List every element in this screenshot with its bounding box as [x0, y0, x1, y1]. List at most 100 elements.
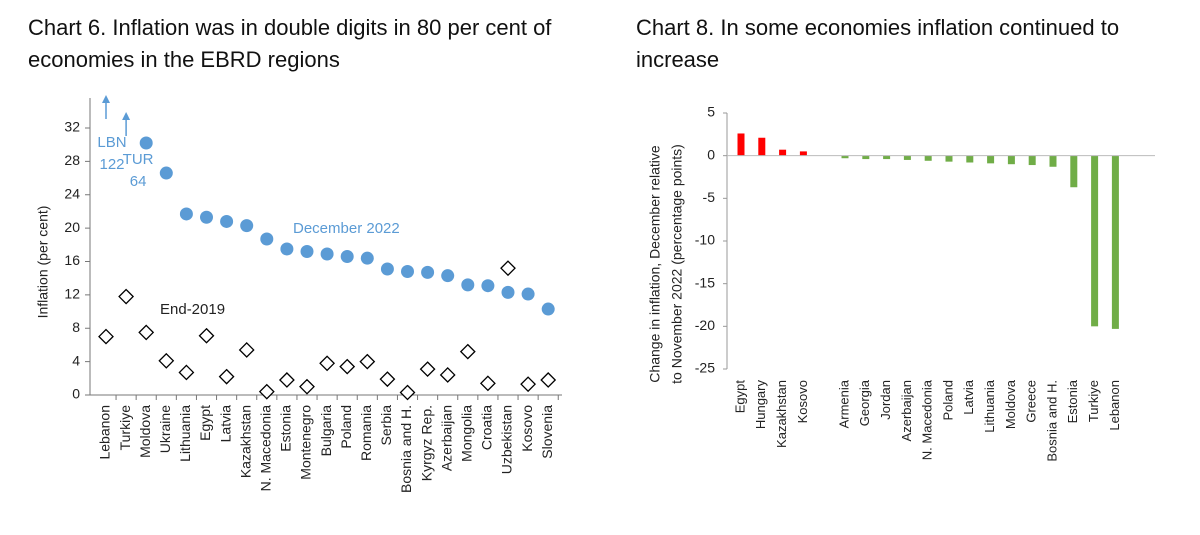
- dot: [401, 265, 414, 279]
- bar: [945, 155, 953, 162]
- annotation: TUR: [123, 151, 154, 168]
- y-tick-label: -25: [695, 360, 715, 376]
- x-tick-label: Georgia: [857, 379, 872, 426]
- diamond: [118, 288, 135, 305]
- x-tick-label: Kyrgyz Rep.: [418, 405, 434, 481]
- x-tick-label: Bosnia and H.: [398, 405, 414, 493]
- x-tick-label: Azerbaijan: [899, 380, 914, 441]
- diamond: [479, 375, 496, 392]
- y-tick-label: -10: [695, 232, 715, 248]
- diamond: [339, 358, 356, 375]
- x-tick-label: Estonia: [278, 405, 294, 452]
- x-tick-label: Bulgaria: [318, 405, 334, 457]
- x-tick-label: Lithuania: [177, 405, 193, 462]
- dot: [260, 232, 274, 246]
- x-tick-label: Uzbekistan: [499, 405, 515, 474]
- bar: [1049, 155, 1057, 167]
- diamond: [258, 383, 275, 400]
- annotation: LBN: [97, 134, 126, 151]
- annotation-value: 64: [130, 173, 147, 190]
- series-label: End-2019: [160, 301, 225, 318]
- bar: [1007, 155, 1015, 165]
- x-tick-label: Ukraine: [157, 405, 173, 453]
- dot: [220, 214, 234, 228]
- bar: [987, 155, 995, 164]
- dot: [441, 269, 455, 283]
- diamond: [419, 361, 436, 378]
- x-tick-label: Hungary: [753, 380, 768, 430]
- y-axis-label: to November 2022 (percentage points): [669, 144, 685, 384]
- x-tick-label: Poland: [338, 405, 354, 449]
- diamond: [138, 324, 155, 341]
- x-tick-label: Montenegro: [298, 405, 314, 480]
- y-tick-label: -15: [695, 274, 715, 290]
- bar: [737, 133, 745, 156]
- bar: [862, 155, 870, 160]
- diamond: [359, 353, 376, 370]
- diamond: [319, 355, 336, 372]
- x-tick-label: Estonia: [1065, 379, 1080, 423]
- diamond: [278, 372, 295, 388]
- x-tick-label: Greece: [1024, 380, 1039, 423]
- x-tick-label: Moldova: [137, 405, 153, 458]
- bar: [841, 155, 849, 159]
- bar: [799, 151, 807, 156]
- x-tick-label: Armenia: [836, 379, 851, 428]
- bar: [903, 155, 911, 160]
- x-tick-label: Kosovo: [519, 405, 535, 452]
- dot: [139, 136, 153, 150]
- y-axis-label: Inflation (per cent): [35, 206, 51, 319]
- series-label: December 2022: [293, 220, 400, 237]
- y-tick-label: 20: [64, 219, 80, 235]
- diamond: [500, 260, 516, 277]
- dot: [159, 166, 173, 180]
- diamond: [399, 384, 416, 401]
- bar: [1028, 155, 1036, 166]
- dot: [200, 210, 213, 224]
- x-tick-label: Latvia: [961, 379, 976, 414]
- x-tick-label: Croatia: [479, 405, 495, 450]
- x-tick-label: Egypt: [732, 380, 747, 414]
- y-tick-label: -5: [703, 189, 716, 205]
- dot: [541, 302, 555, 316]
- y-tick-label: 24: [64, 185, 80, 201]
- dot: [280, 242, 294, 256]
- dot: [481, 279, 495, 293]
- x-tick-label: N. Macedonia: [258, 405, 274, 492]
- x-tick-label: Lithuania: [982, 379, 997, 433]
- arrow-head: [102, 95, 110, 103]
- dot: [320, 247, 334, 261]
- chart-title: Chart 6. Inflation was in double digits …: [28, 15, 552, 72]
- diamond: [238, 342, 255, 358]
- diamond: [98, 328, 114, 345]
- x-tick-label: Azerbaijan: [438, 405, 454, 471]
- dot: [240, 219, 254, 233]
- dot: [421, 265, 435, 279]
- dot: [179, 207, 193, 221]
- bar: [966, 155, 974, 163]
- y-tick-label: 8: [72, 319, 80, 335]
- dot: [521, 287, 535, 301]
- diamond: [299, 378, 315, 395]
- x-tick-label: Romania: [358, 405, 374, 461]
- annotation-value: 122: [99, 156, 124, 173]
- diamond: [198, 327, 215, 344]
- diamond: [218, 368, 235, 385]
- bar: [1091, 155, 1099, 327]
- bar: [883, 155, 891, 160]
- diamond: [520, 376, 537, 393]
- y-tick-label: 0: [707, 146, 715, 162]
- y-tick-label: 32: [64, 119, 80, 135]
- x-tick-label: Latvia: [217, 405, 233, 443]
- y-tick-label: 5: [707, 104, 715, 120]
- x-tick-label: Slovenia: [539, 405, 555, 459]
- x-tick-label: Bosnia and H.: [1044, 380, 1059, 462]
- x-tick-label: Egypt: [197, 405, 213, 441]
- x-tick-label: Serbia: [378, 405, 394, 446]
- dot: [360, 251, 374, 265]
- y-tick-label: 12: [64, 286, 80, 302]
- x-tick-label: N. Macedonia: [920, 379, 935, 460]
- y-tick-label: -20: [695, 317, 715, 333]
- diamond: [178, 364, 195, 381]
